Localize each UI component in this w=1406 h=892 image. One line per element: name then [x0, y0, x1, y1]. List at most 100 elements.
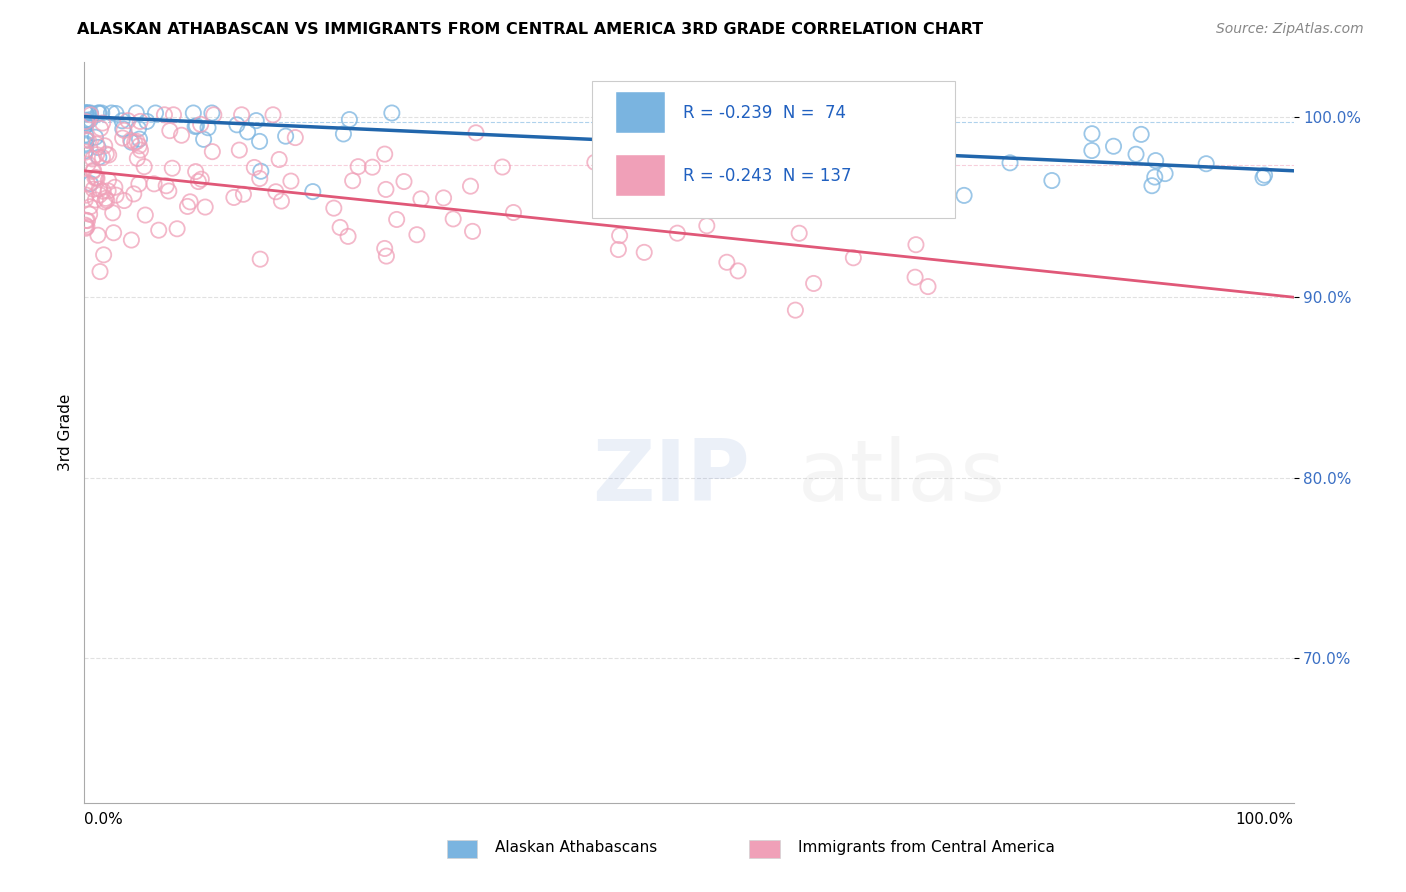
Point — [103, 226, 125, 240]
Point — [905, 165, 928, 179]
Bar — [749, 840, 780, 858]
Text: 100.0%: 100.0% — [1236, 812, 1294, 827]
Text: ZIP: ZIP — [592, 435, 749, 518]
Point — [375, 249, 398, 263]
Point — [1130, 128, 1153, 142]
Point — [194, 200, 217, 214]
Point — [159, 123, 181, 137]
Point — [269, 153, 291, 167]
Point — [82, 182, 104, 196]
Point — [111, 113, 134, 128]
Point — [329, 220, 352, 235]
FancyBboxPatch shape — [592, 81, 955, 218]
Point — [904, 237, 927, 252]
Point — [122, 186, 145, 201]
Point — [432, 191, 454, 205]
Point — [186, 119, 208, 133]
Point — [77, 157, 100, 171]
Point — [609, 228, 631, 243]
Point — [621, 200, 644, 214]
Point — [96, 194, 118, 208]
Point — [953, 188, 976, 202]
Point — [75, 114, 97, 128]
Point — [143, 177, 166, 191]
Point — [187, 175, 209, 189]
Point — [842, 251, 865, 265]
Point — [162, 108, 184, 122]
Point — [94, 191, 117, 205]
Text: atlas: atlas — [797, 435, 1005, 518]
Point — [79, 207, 101, 221]
Point — [669, 136, 692, 150]
Point — [406, 227, 429, 242]
Point — [170, 128, 193, 143]
Point — [90, 106, 112, 120]
Point — [1125, 147, 1147, 161]
Point — [125, 135, 148, 149]
Point — [86, 147, 108, 161]
Point — [723, 177, 745, 191]
Point — [249, 171, 271, 186]
Bar — [447, 840, 478, 858]
Point — [225, 118, 247, 132]
Point — [202, 108, 225, 122]
Point — [75, 106, 97, 120]
Point — [75, 116, 97, 130]
Point — [243, 161, 266, 175]
Point — [87, 140, 110, 154]
Point — [236, 125, 259, 139]
Point — [1195, 157, 1218, 171]
Point — [104, 180, 127, 194]
Point — [75, 136, 97, 151]
Point — [688, 160, 710, 174]
Point — [381, 106, 404, 120]
Point — [998, 156, 1021, 170]
Point — [262, 108, 284, 122]
Point — [1040, 173, 1063, 187]
Point — [127, 152, 149, 166]
Point — [409, 192, 432, 206]
Point — [337, 229, 360, 244]
Point — [1154, 167, 1177, 181]
Point — [1102, 139, 1125, 153]
Point — [339, 112, 361, 127]
Point — [76, 219, 98, 234]
Point — [105, 188, 128, 202]
Text: 0.0%: 0.0% — [84, 812, 124, 827]
Point — [332, 127, 354, 141]
Point — [249, 252, 271, 267]
Point — [82, 152, 104, 166]
Point — [374, 147, 396, 161]
Point — [716, 255, 738, 269]
Point — [598, 121, 620, 136]
Point — [831, 162, 853, 177]
Point — [879, 145, 901, 159]
Point — [607, 243, 630, 257]
Point — [179, 194, 201, 209]
Point — [84, 193, 107, 207]
Point — [89, 264, 111, 278]
Point — [128, 177, 150, 191]
Point — [75, 106, 97, 120]
Point — [502, 205, 524, 219]
Point — [583, 155, 606, 169]
Point — [87, 228, 110, 243]
Point — [120, 135, 142, 149]
Point — [75, 213, 97, 227]
Point — [79, 108, 101, 122]
Point — [361, 160, 384, 174]
Point — [1081, 127, 1104, 141]
Point — [93, 194, 115, 209]
Point — [145, 106, 167, 120]
Point — [134, 208, 156, 222]
Point — [128, 132, 150, 146]
Point — [763, 189, 786, 203]
Point — [75, 133, 97, 147]
Point — [83, 163, 105, 178]
Point — [111, 131, 134, 145]
Point — [75, 218, 97, 232]
Point — [1143, 169, 1166, 184]
Text: R = -0.239  N =  74: R = -0.239 N = 74 — [683, 103, 846, 122]
Point — [86, 136, 108, 151]
Point — [839, 165, 862, 179]
